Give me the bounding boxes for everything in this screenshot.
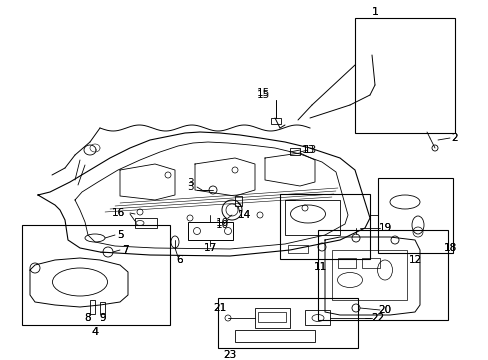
Text: 20: 20	[378, 305, 391, 315]
Bar	[187, 222, 232, 240]
Text: 22: 22	[370, 313, 384, 323]
Text: 6: 6	[176, 255, 183, 265]
Bar	[337, 258, 355, 268]
Bar	[100, 302, 105, 314]
Text: 23: 23	[223, 350, 236, 360]
Bar	[218, 298, 357, 348]
Text: 5: 5	[117, 230, 123, 240]
Text: 13: 13	[301, 145, 314, 155]
Bar	[235, 330, 314, 342]
Text: 21: 21	[213, 303, 226, 313]
Bar	[285, 200, 339, 235]
Text: 17: 17	[203, 243, 216, 253]
Text: 7: 7	[122, 245, 128, 255]
Bar	[135, 218, 157, 228]
Bar	[305, 310, 329, 325]
Text: 12: 12	[407, 255, 421, 265]
Text: 17: 17	[203, 243, 216, 253]
Bar	[22, 225, 170, 325]
Text: 7: 7	[122, 245, 128, 255]
Text: 14: 14	[237, 210, 250, 220]
Text: 20: 20	[378, 305, 391, 315]
Text: 23: 23	[223, 350, 236, 360]
Text: 18: 18	[443, 243, 456, 253]
Bar	[331, 250, 406, 300]
Bar	[287, 245, 307, 253]
Text: 11: 11	[313, 262, 326, 272]
Bar	[235, 196, 242, 206]
Bar	[280, 194, 369, 259]
Text: 8: 8	[84, 313, 91, 323]
Text: 8: 8	[84, 313, 91, 323]
Bar	[289, 148, 299, 155]
Bar	[354, 18, 454, 133]
Text: 21: 21	[213, 303, 226, 313]
Text: 10: 10	[215, 220, 228, 230]
Text: 9: 9	[100, 313, 106, 323]
Text: 12: 12	[407, 255, 421, 265]
Bar	[90, 300, 95, 314]
Text: 16: 16	[111, 208, 124, 218]
Text: 10: 10	[215, 218, 228, 228]
Text: 15: 15	[256, 90, 269, 100]
Text: 3: 3	[186, 182, 193, 192]
Bar	[258, 312, 285, 322]
Text: 11: 11	[313, 262, 326, 272]
Text: 2: 2	[451, 133, 457, 143]
Text: 19: 19	[378, 223, 391, 233]
Text: 3: 3	[186, 178, 193, 188]
Bar	[361, 258, 379, 268]
Bar	[317, 230, 447, 320]
Text: 19: 19	[378, 223, 391, 233]
Text: 13: 13	[303, 145, 316, 155]
Text: 9: 9	[100, 313, 106, 323]
Text: 16: 16	[111, 208, 124, 218]
Text: 18: 18	[443, 243, 456, 253]
Text: 15: 15	[256, 88, 269, 98]
Text: 4: 4	[91, 327, 99, 337]
Bar	[270, 118, 281, 124]
Text: 2: 2	[451, 133, 457, 143]
Text: 1: 1	[371, 7, 378, 17]
Text: 6: 6	[176, 255, 183, 265]
Text: 22: 22	[370, 313, 384, 323]
Bar	[377, 178, 452, 253]
Text: 4: 4	[91, 327, 99, 337]
Bar	[254, 308, 289, 328]
Text: 14: 14	[237, 210, 250, 220]
Text: 1: 1	[371, 7, 378, 17]
Text: 5: 5	[117, 230, 123, 240]
